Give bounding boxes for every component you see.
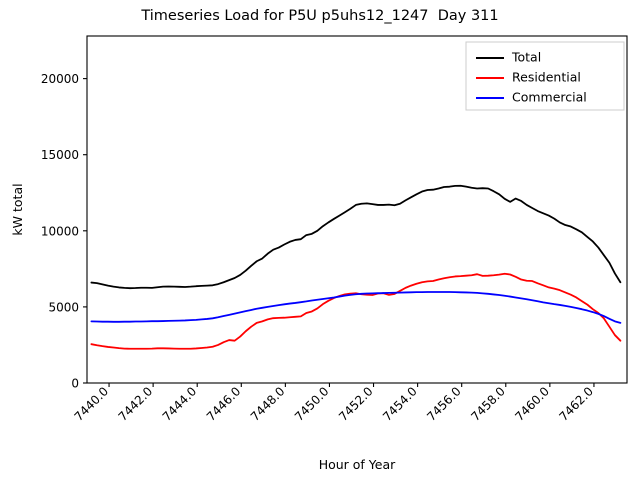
x-tick-label: 7458.0 — [468, 384, 508, 424]
y-axis-title: kW total — [10, 183, 25, 235]
series-layer — [90, 184, 622, 350]
series-line-total — [90, 184, 622, 290]
x-tick-label: 7444.0 — [160, 384, 200, 424]
legend-label-total: Total — [511, 50, 541, 65]
y-tick-label: 10000 — [41, 224, 79, 238]
y-tick-label: 0 — [71, 377, 79, 391]
series-line-residential — [90, 272, 622, 350]
plot-spines — [86, 35, 628, 384]
axes-layer — [83, 35, 628, 387]
y-tick-label: 5000 — [48, 300, 79, 314]
x-axis-title: Hour of Year — [319, 457, 396, 472]
y-tick-label: 20000 — [41, 72, 79, 86]
x-tick-label: 7456.0 — [424, 384, 464, 424]
x-tick-label: 7450.0 — [292, 384, 332, 424]
x-tick-label: 7462.0 — [556, 384, 596, 424]
chart-legend: Total Residential Commercial — [465, 41, 625, 111]
x-tick-label: 7454.0 — [380, 384, 420, 424]
legend-label-commercial: Commercial — [512, 90, 587, 105]
x-tick-label: 7446.0 — [204, 384, 244, 424]
legend-label-residential: Residential — [512, 70, 581, 85]
x-tick-label: 7448.0 — [248, 384, 288, 424]
x-tick-label: 7452.0 — [336, 384, 376, 424]
x-tick-label: 7442.0 — [116, 384, 156, 424]
x-tick-label: 7460.0 — [512, 384, 552, 424]
y-tick-label: 15000 — [41, 148, 79, 162]
series-line-commercial — [90, 291, 622, 324]
chart-title: Timeseries Load for P5U p5uhs12_1247 Day… — [141, 8, 499, 24]
